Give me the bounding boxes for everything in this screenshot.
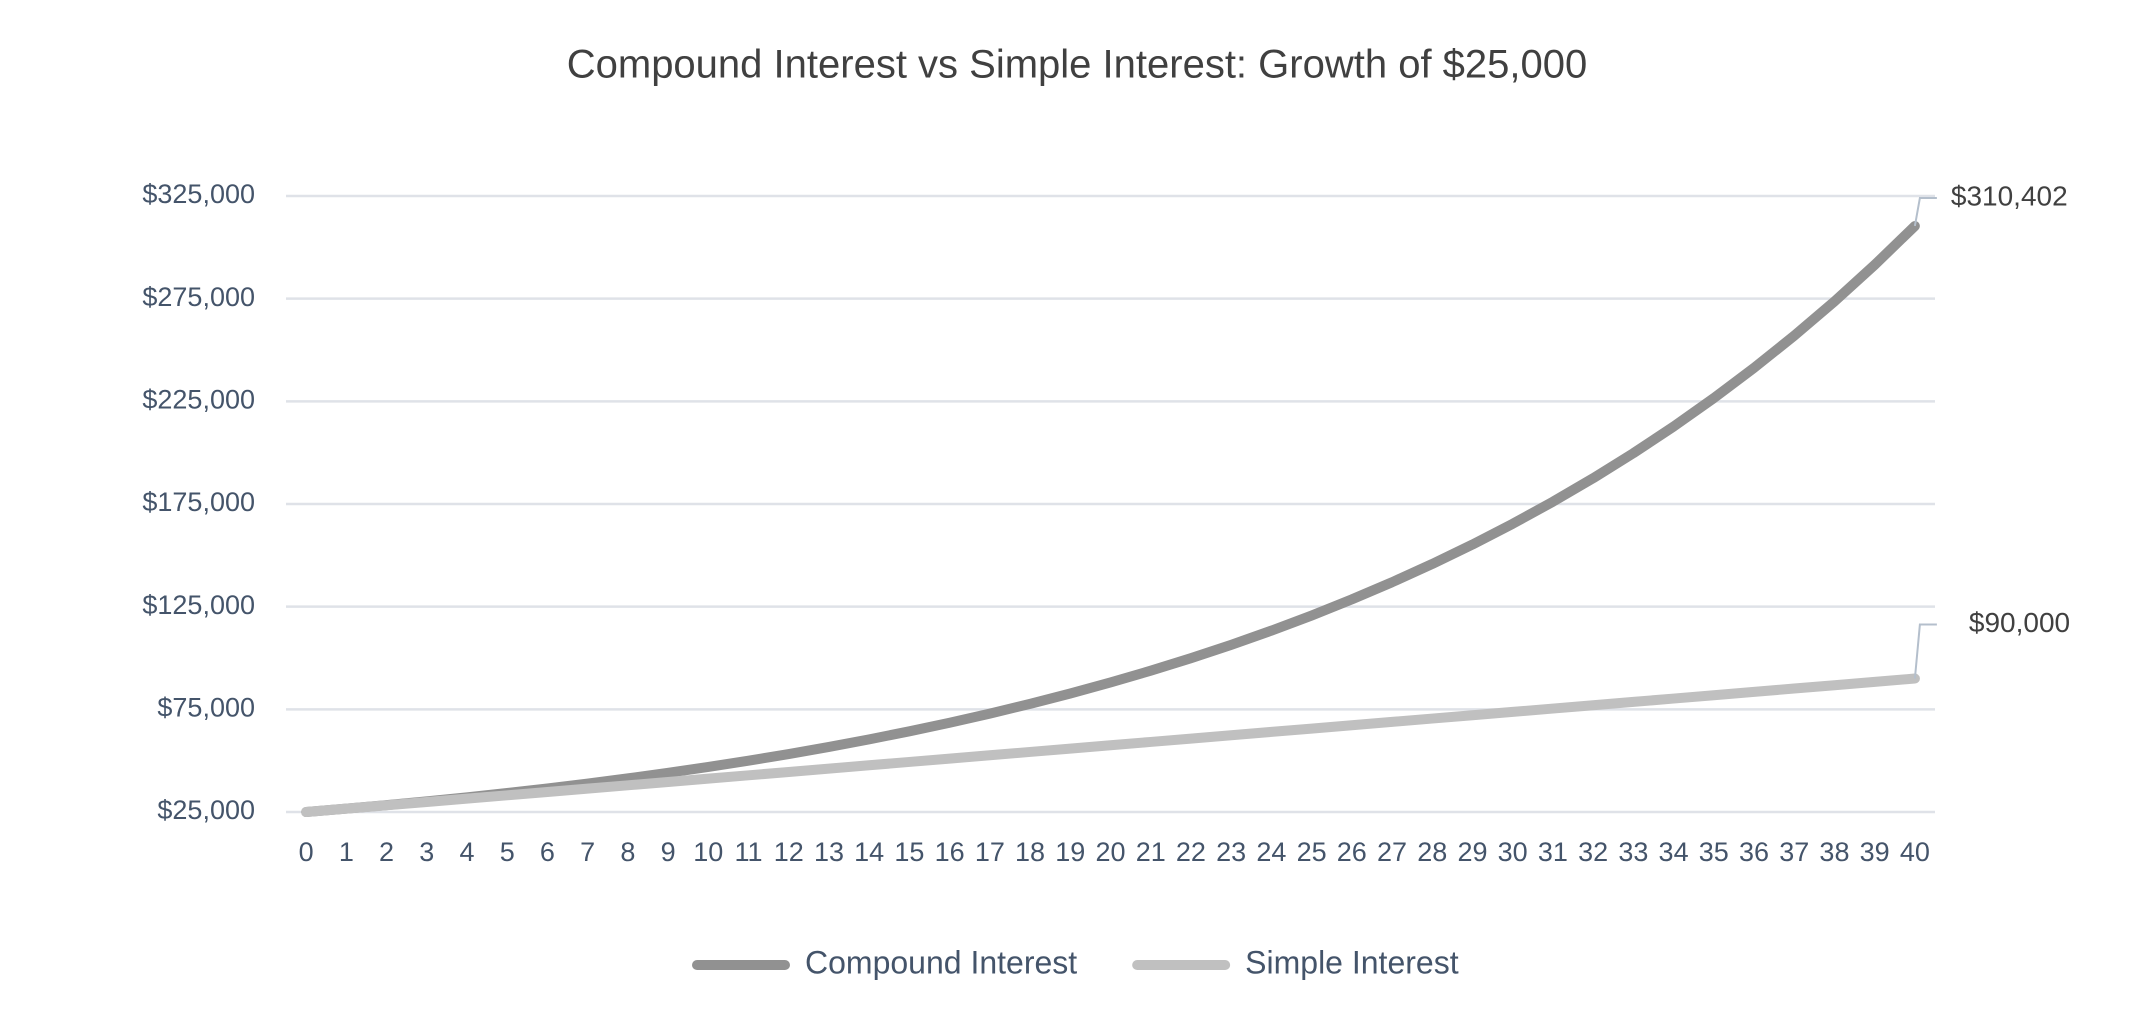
x-tick-label: 0: [299, 837, 314, 867]
x-tick-label: 31: [1538, 837, 1568, 867]
x-tick-label: 28: [1417, 837, 1447, 867]
legend-label: Simple Interest: [1245, 944, 1459, 980]
leader-line: [1913, 623, 1937, 679]
x-tick-label: 40: [1900, 837, 1930, 867]
x-tick-label: 1: [339, 837, 354, 867]
series-line: [301, 220, 1920, 817]
x-tick-label: 16: [935, 837, 965, 867]
y-tick-label: $125,000: [142, 590, 255, 620]
x-tick-label: 18: [1015, 837, 1045, 867]
x-tick-label: 10: [693, 837, 723, 867]
x-tick-label: 13: [814, 837, 844, 867]
x-tick-label: 21: [1136, 837, 1166, 867]
y-tick-label: $75,000: [157, 692, 255, 722]
data-label: $310,402: [1951, 180, 2068, 211]
x-tick-label: 37: [1779, 837, 1809, 867]
leader-line: [1913, 196, 1937, 227]
x-tick-label: 39: [1860, 837, 1890, 867]
x-tick-label: 9: [661, 837, 676, 867]
x-tick-label: 17: [975, 837, 1005, 867]
data-label: $90,000: [1969, 607, 2070, 638]
x-tick-label: 26: [1337, 837, 1367, 867]
x-tick-label: 12: [774, 837, 804, 867]
x-tick-label: 34: [1659, 837, 1689, 867]
y-tick-label: $25,000: [157, 795, 255, 825]
x-tick-label: 19: [1055, 837, 1085, 867]
x-tick-label: 3: [419, 837, 434, 867]
y-tick-label: $225,000: [142, 384, 255, 414]
series-line: [301, 673, 1920, 817]
x-tick-label: 5: [500, 837, 515, 867]
y-tick-label: $325,000: [142, 179, 255, 209]
x-tick-label: 33: [1618, 837, 1648, 867]
x-tick-label: 2: [379, 837, 394, 867]
x-tick-label: 8: [620, 837, 635, 867]
x-tick-label: 32: [1578, 837, 1608, 867]
x-tick-label: 6: [540, 837, 555, 867]
x-tick-label: 24: [1256, 837, 1286, 867]
x-tick-label: 30: [1498, 837, 1528, 867]
x-tick-label: 23: [1216, 837, 1246, 867]
x-tick-label: 36: [1739, 837, 1769, 867]
x-tick-label: 25: [1297, 837, 1327, 867]
x-tick-label: 27: [1377, 837, 1407, 867]
x-tick-label: 20: [1095, 837, 1125, 867]
y-tick-label: $175,000: [142, 487, 255, 517]
x-tick-label: 14: [854, 837, 884, 867]
x-tick-label: 7: [580, 837, 595, 867]
x-tick-label: 22: [1176, 837, 1206, 867]
x-tick-label: 15: [894, 837, 924, 867]
x-tick-label: 38: [1819, 837, 1849, 867]
x-tick-label: 29: [1457, 837, 1487, 867]
y-tick-label: $275,000: [142, 282, 255, 312]
x-tick-label: 11: [735, 837, 763, 867]
x-tick-label: 35: [1699, 837, 1729, 867]
x-tick-label: 4: [459, 837, 474, 867]
chart-title: Compound Interest vs Simple Interest: Gr…: [567, 43, 1588, 87]
legend-label: Compound Interest: [805, 944, 1077, 980]
